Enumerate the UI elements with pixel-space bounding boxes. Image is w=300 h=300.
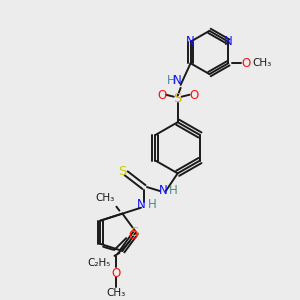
Text: N: N <box>158 184 167 197</box>
Text: N: N <box>137 198 146 211</box>
Text: S: S <box>130 226 138 239</box>
Text: O: O <box>242 57 251 70</box>
Text: O: O <box>157 89 167 102</box>
Text: H: H <box>169 184 178 197</box>
Text: CH₃: CH₃ <box>95 193 114 203</box>
Text: CH₃: CH₃ <box>252 58 272 68</box>
Text: O: O <box>112 267 121 280</box>
Text: H: H <box>167 74 175 88</box>
Text: H: H <box>148 198 156 211</box>
Text: N: N <box>173 74 182 88</box>
Text: N: N <box>224 35 233 48</box>
Text: O: O <box>189 89 198 102</box>
Text: S: S <box>173 92 182 105</box>
Text: CH₃: CH₃ <box>106 288 126 298</box>
Text: C₂H₅: C₂H₅ <box>87 258 110 268</box>
Text: O: O <box>128 230 138 242</box>
Text: S: S <box>118 165 126 178</box>
Text: N: N <box>186 35 195 48</box>
